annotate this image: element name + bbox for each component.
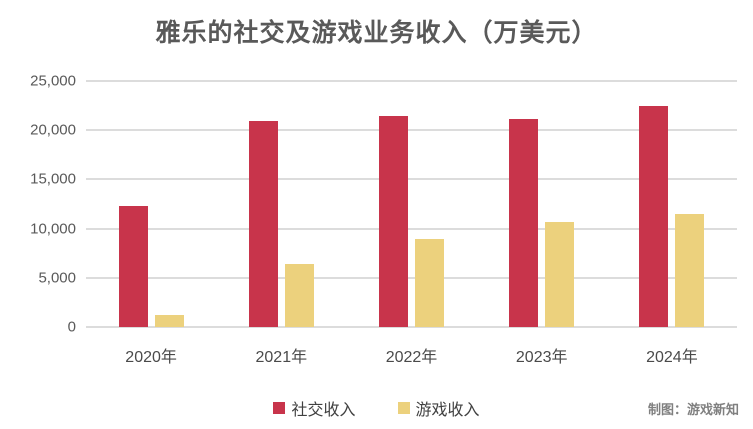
x-axis-label: 2023年 [515,349,568,366]
bar-social-2024年 [639,105,669,327]
gridline [86,276,737,279]
y-axis-tick: 10,000 [30,220,76,238]
bar-social-2023年 [509,118,539,327]
y-axis-tick: 20,000 [30,121,76,139]
gridline [86,326,737,328]
y-axis: 25,000 20,000 15,000 10,000 5,000 0 [0,73,76,336]
x-axis: 2020年 2021年 2022年 2023年 2024年 [86,343,737,367]
legend: 社交收入 游戏收入 [0,396,753,420]
legend-swatch-social [273,402,286,414]
x-axis-label: 2022年 [385,349,438,366]
y-axis-tick: 0 [67,318,76,336]
legend-swatch-game [397,402,410,414]
legend-label-social: 社交收入 [291,402,356,419]
legend-item-social: 社交收入 [273,396,356,420]
bar-social-2020年 [118,206,148,327]
bar-groups [86,81,737,327]
gridline [86,227,737,230]
bar-group-2021年 [216,81,346,327]
plot-area [86,80,737,328]
bar-social-2022年 [379,116,408,327]
bar-game-2022年 [415,239,444,327]
gridline [86,178,737,181]
credit-text: 制图：游戏新知 [647,402,739,417]
gridline [86,80,737,82]
x-axis-label: 2020年 [125,349,177,366]
y-axis-tick: 5,000 [38,269,76,287]
bar-group-2020年 [86,81,216,327]
bar-social-2021年 [248,121,278,327]
bar-game-2024年 [675,213,705,327]
chart-title: 雅乐的社交及游戏业务收入（万美元） [155,19,598,47]
bar-group-2022年 [346,81,476,327]
legend-item-game: 游戏收入 [397,396,480,420]
gridline [86,129,737,132]
bar-group-2023年 [477,81,607,327]
bar-game-2023年 [545,222,575,327]
bar-game-2021年 [284,263,314,327]
y-axis-tick: 25,000 [30,72,76,90]
x-axis-label: 2021年 [255,349,308,366]
x-axis-label: 2024年 [646,349,698,366]
y-axis-tick: 15,000 [30,170,76,188]
bar-game-2020年 [154,315,184,327]
legend-label-game: 游戏收入 [415,402,480,419]
bar-group-2024年 [607,81,737,327]
